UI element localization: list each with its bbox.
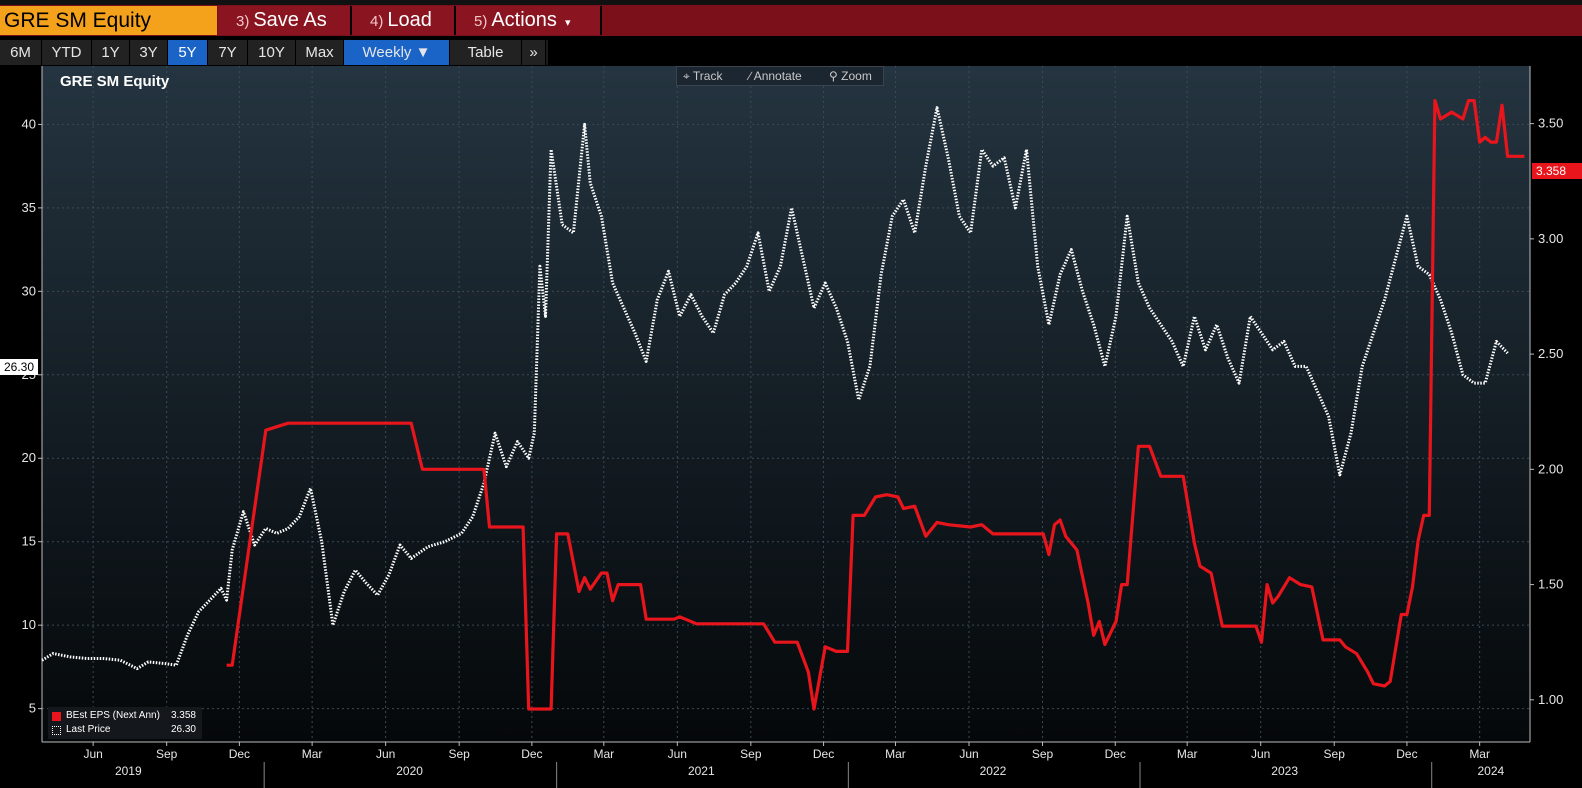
year-tick-label: 2023 (1271, 764, 1298, 778)
more-button[interactable]: » (522, 40, 546, 65)
range-ytd[interactable]: YTD (42, 40, 92, 65)
actions-label: Actions (491, 9, 557, 31)
right-tick-label: 2.00 (1538, 461, 1563, 476)
current-eps-label: 3.358 (1532, 163, 1582, 179)
month-tick-label: Sep (448, 747, 470, 761)
range-3y[interactable]: 3Y (130, 40, 168, 65)
annotate-tool[interactable]: ∕ Annotate (749, 67, 802, 85)
price-chart[interactable]: 510152025303540 1.001.502.002.503.003.50… (0, 66, 1582, 788)
month-tick-label: Jun (1251, 747, 1270, 761)
header-strip (0, 0, 1582, 5)
pencil-icon: ∕ (749, 69, 752, 83)
series-line-last-price (41, 106, 1509, 671)
legend-name-price: Last Price (66, 724, 111, 735)
range-10y[interactable]: 10Y (248, 40, 296, 65)
left-tick-label: 40 (22, 116, 36, 131)
save-as-number: 3) (236, 13, 250, 30)
load-button[interactable]: 4) Load (352, 6, 456, 35)
left-tick-label: 15 (22, 534, 36, 549)
month-tick-label: Sep (740, 747, 762, 761)
table-button[interactable]: Table (450, 40, 522, 65)
left-tick-label: 5 (29, 701, 36, 716)
left-tick-label: 30 (22, 283, 36, 298)
frequency-label: Weekly (362, 44, 412, 61)
month-tick-label: Sep (1032, 747, 1054, 761)
current-price-label: 26.30 (0, 359, 38, 375)
crosshair-icon: ⌖ (683, 69, 690, 83)
actions-button[interactable]: 5) Actions ▾ (456, 6, 602, 35)
range-1y[interactable]: 1Y (92, 40, 130, 65)
month-tick-label: Jun (83, 747, 102, 761)
right-tick-label: 3.50 (1538, 116, 1563, 131)
year-tick-label: 2019 (115, 764, 142, 778)
save-as-button[interactable]: 3) Save As (218, 6, 352, 35)
month-tick-label: Sep (156, 747, 178, 761)
save-as-label: Save As (253, 9, 327, 31)
caret-down-icon: ▼ (415, 44, 431, 61)
left-axis: 510152025303540 (22, 66, 43, 742)
chart-title: GRE SM Equity (60, 73, 170, 90)
month-tick-label: Dec (521, 747, 542, 761)
right-tick-label: 1.00 (1538, 692, 1563, 707)
annotate-label: Annotate (753, 69, 802, 83)
chart-toolbox: ⌖ Track ∕ Annotate ⚲ Zoom (676, 66, 884, 86)
series-line-eps (226, 98, 1525, 711)
range-6m[interactable]: 6M (0, 40, 42, 65)
chart-area: 510152025303540 1.001.502.002.503.003.50… (0, 66, 1582, 788)
grid-lines (42, 66, 1530, 742)
month-tick-label: Jun (376, 747, 395, 761)
month-tick-label: Mar (1469, 747, 1490, 761)
caret-down-icon: ▾ (564, 17, 571, 29)
range-7y[interactable]: 7Y (208, 40, 248, 65)
year-tick-label: 2021 (688, 764, 715, 778)
plot-background (42, 66, 1530, 742)
month-tick-label: Mar (885, 747, 906, 761)
month-tick-label: Mar (593, 747, 614, 761)
year-tick-label: 2022 (980, 764, 1007, 778)
series-group (41, 98, 1525, 711)
time-axis: Jun Sep Dec Mar Jun Sep Dec Mar Jun Sep Dec Mar Jun S… (0, 741, 1582, 788)
legend-value-eps: 3.358 (170, 710, 196, 721)
month-tick-label: Dec (229, 747, 250, 761)
legend-entry-price: Last Price 26.30 (52, 723, 200, 737)
load-number: 4) (370, 13, 384, 30)
month-tick-label: Mar (302, 747, 323, 761)
chart-legend: BEst EPS (Next Ann) 3.358 Last Price 26.… (48, 707, 202, 739)
right-axis: 1.00 1.50 2.00 2.50 3.00 3.50 (1529, 66, 1563, 742)
legend-name-eps: BEst EPS (Next Ann) (66, 710, 160, 721)
magnifier-icon: ⚲ (829, 69, 838, 83)
load-label: Load (387, 9, 432, 31)
legend-swatch-price (52, 726, 61, 735)
year-tick-label: 2024 (1477, 764, 1504, 778)
month-tick-label: Dec (1105, 747, 1126, 761)
right-tick-label: 1.50 (1538, 577, 1563, 592)
month-tick-label: Dec (1396, 747, 1417, 761)
right-tick-label: 3.00 (1538, 231, 1563, 246)
ticker-field[interactable]: GRE SM Equity (0, 6, 217, 35)
left-tick-label: 35 (22, 200, 36, 215)
track-label: Track (692, 69, 723, 83)
month-tick-label: Dec (813, 747, 834, 761)
year-tick-label: 2020 (396, 764, 423, 778)
left-tick-label: 10 (22, 617, 36, 632)
legend-entry-eps: BEst EPS (Next Ann) 3.358 (52, 709, 200, 723)
range-max[interactable]: Max (296, 40, 344, 65)
frequency-dropdown[interactable]: Weekly ▼ (344, 40, 450, 65)
right-tick-label: 2.50 (1538, 346, 1563, 361)
actions-number: 5) (474, 13, 488, 30)
month-tick-label: Sep (1324, 747, 1346, 761)
legend-swatch-eps (52, 712, 61, 721)
left-tick-label: 20 (22, 450, 36, 465)
track-tool[interactable]: ⌖ Track (683, 67, 722, 85)
zoom-label: Zoom (841, 69, 872, 83)
zoom-tool[interactable]: ⚲ Zoom (829, 67, 872, 85)
legend-value-price: 26.30 (170, 724, 196, 735)
range-5y[interactable]: 5Y (168, 40, 208, 65)
month-tick-label: Jun (668, 747, 687, 761)
month-tick-label: Mar (1177, 747, 1198, 761)
month-tick-label: Jun (959, 747, 978, 761)
